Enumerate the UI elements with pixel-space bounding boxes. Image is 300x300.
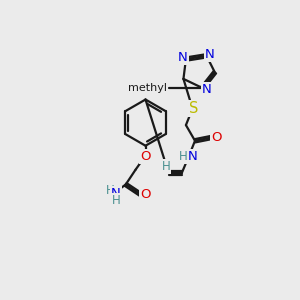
Text: H: H (111, 194, 120, 207)
Text: S: S (189, 101, 198, 116)
Text: H: H (179, 150, 188, 163)
Text: methyl: methyl (130, 82, 164, 92)
Text: H: H (162, 160, 170, 173)
Text: O: O (211, 131, 222, 144)
Text: N: N (205, 48, 215, 61)
Text: N: N (111, 187, 121, 200)
Text: N: N (188, 150, 197, 163)
Text: methyl: methyl (128, 83, 167, 93)
Text: H: H (106, 184, 114, 197)
Text: O: O (140, 150, 151, 163)
Text: N: N (202, 83, 212, 96)
Text: N: N (178, 51, 188, 64)
Text: O: O (140, 188, 151, 201)
